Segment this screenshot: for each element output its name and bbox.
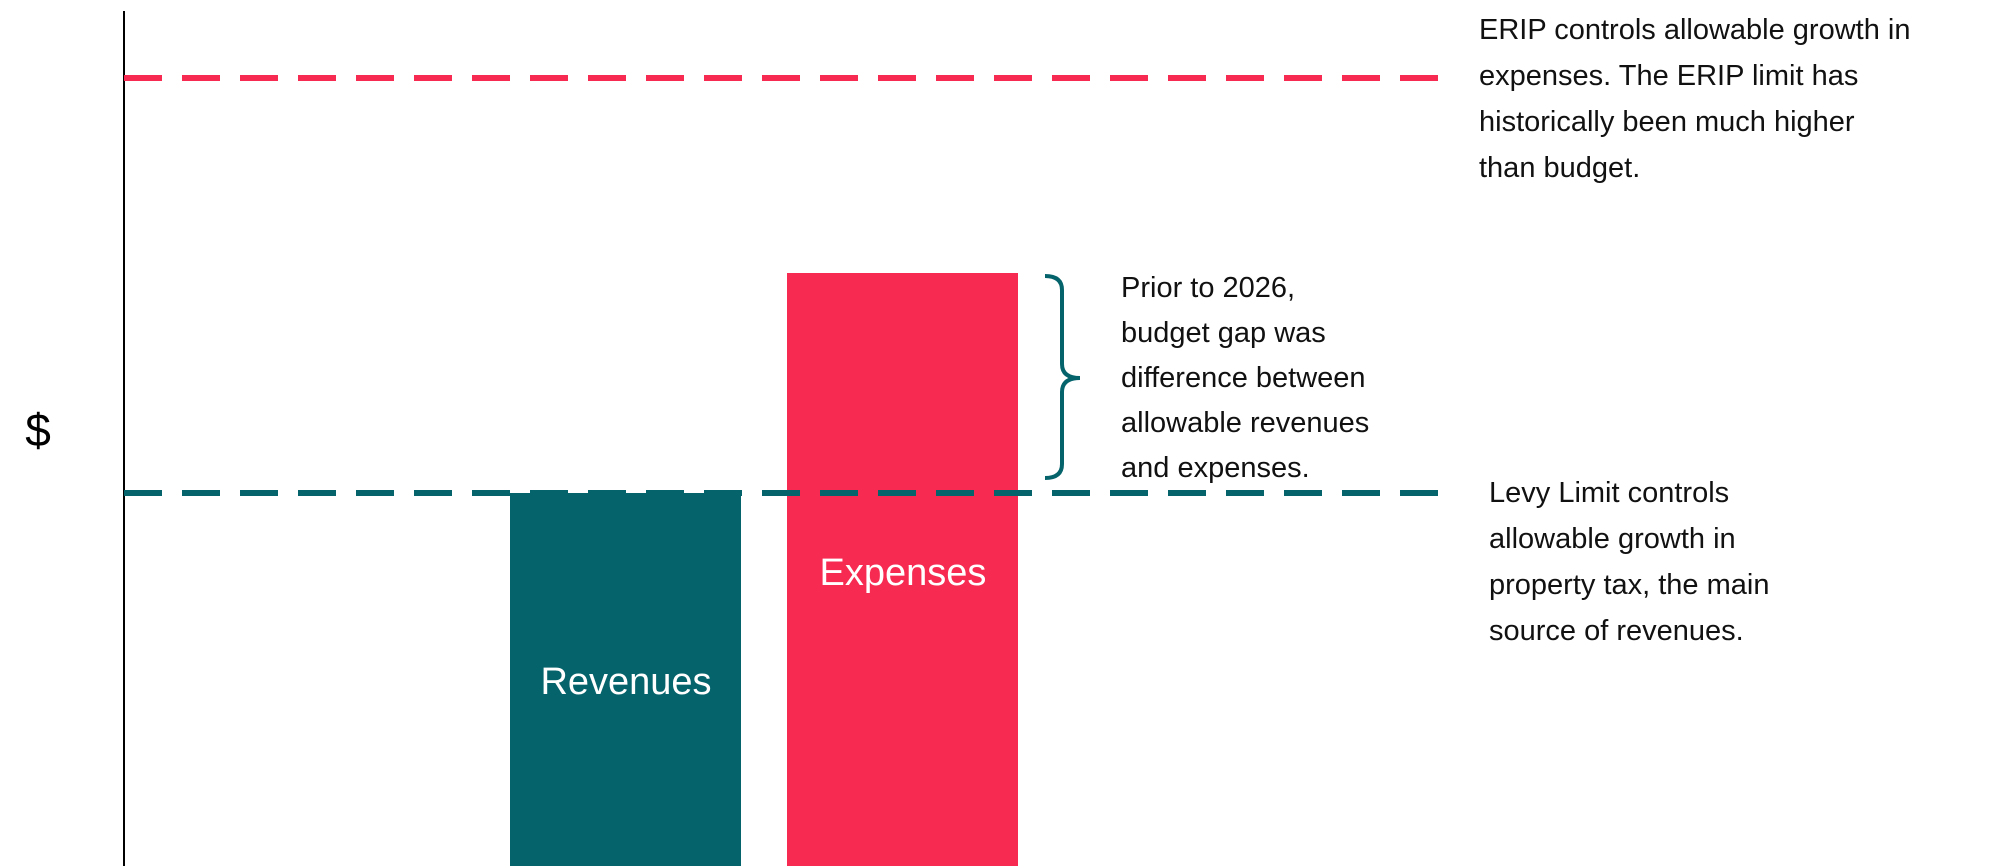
erip-note: ERIP controls allowable growth in expense… [1479, 14, 1910, 184]
note-line: Levy Limit controls [1489, 477, 1729, 509]
expenses-bar [787, 273, 1018, 866]
note-line: allowable revenues [1121, 407, 1369, 439]
note-line: and expenses. [1121, 452, 1310, 484]
gap-note: Prior to 2026, budget gap was difference b… [1121, 272, 1369, 484]
note-line: ERIP controls allowable growth in [1479, 14, 1910, 46]
bar-label: Revenues [540, 661, 711, 703]
note-line: source of revenues. [1489, 615, 1744, 647]
note-line: Prior to 2026, [1121, 272, 1295, 304]
note-line: allowable growth in [1489, 523, 1736, 555]
note-line: than budget. [1479, 152, 1640, 184]
note-line: expenses. The ERIP limit has [1479, 60, 1858, 92]
axis-label: $ [25, 404, 51, 456]
note-line: budget gap was [1121, 317, 1326, 349]
revenues-bar [510, 493, 741, 866]
note-line: property tax, the main [1489, 569, 1769, 601]
levy-note: Levy Limit controls allowable growth in pr… [1489, 477, 1769, 647]
gap-bracket [1044, 274, 1081, 480]
bar-label: Expenses [820, 552, 987, 594]
note-line: difference between [1121, 362, 1366, 394]
note-line: historically been much higher [1479, 106, 1855, 138]
